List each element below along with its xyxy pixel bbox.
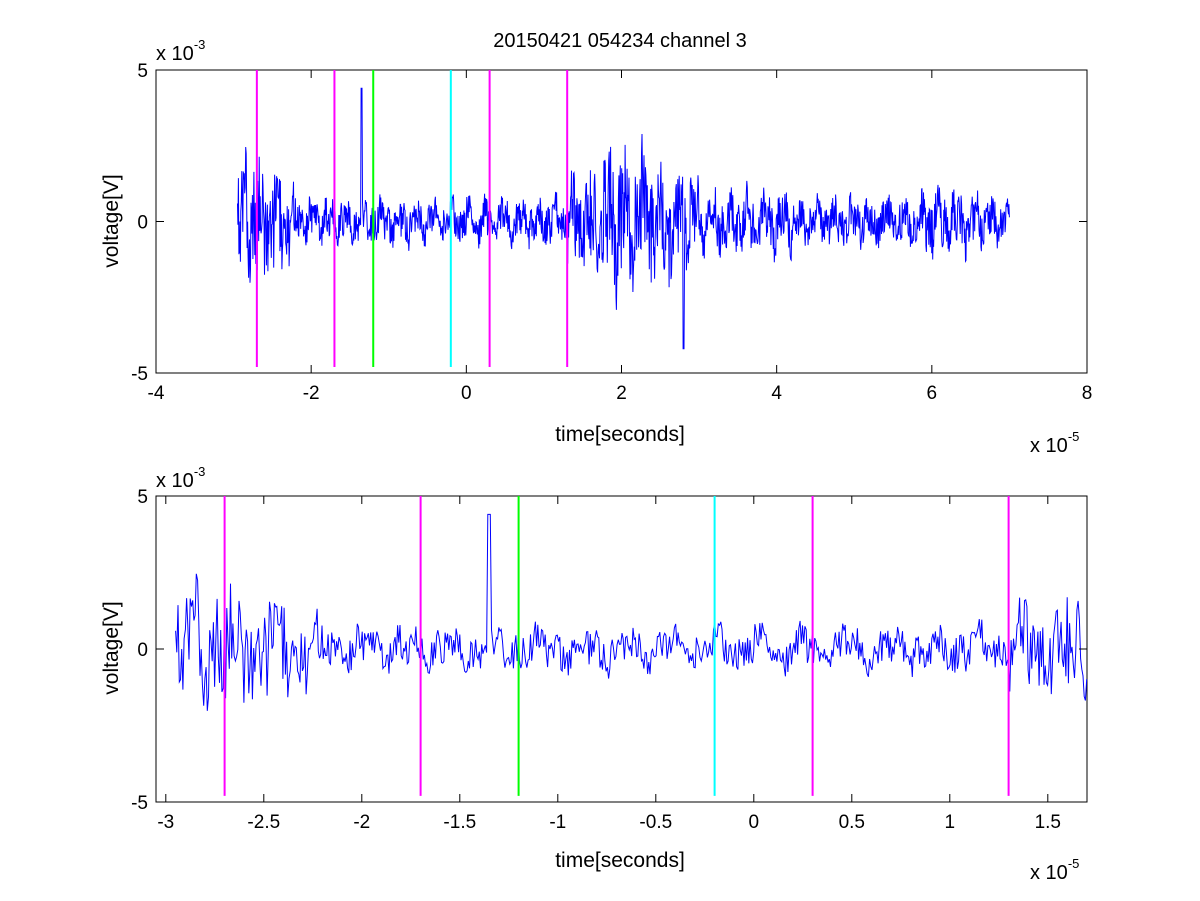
top-plot-xtick-label: -4 [148,383,165,404]
bottom-plot-xlabel: time[seconds] [555,849,685,872]
top-plot-x-multiplier: x 10-5 [1030,429,1079,457]
top-plot-y-multiplier-exponent: -3 [194,37,206,52]
top-plot-signal-line [237,87,1010,350]
bottom-plot-y-multiplier-exponent: -3 [194,464,206,479]
top-plot-x-multiplier-base: x 10 [1030,435,1068,457]
top-plot-ylabel: voltage[V] [100,174,123,267]
top-plot-xlabel: time[seconds] [555,423,685,446]
top-plot-ytick-label: 5 [137,61,148,82]
top-plot-ytick-label: 0 [137,213,148,234]
top-plot-markers-group [255,70,569,367]
top-plot-y-multiplier: x 10-3 [156,37,205,65]
top-plot-xtick-label: 0 [461,383,472,404]
bottom-plot-xtick-label: -3 [157,812,174,833]
top-plot-xtick-label: 2 [616,383,627,404]
bottom-plot-x-multiplier: x 10-5 [1030,856,1079,884]
bottom-plot-signal-line [175,513,1088,711]
bottom-plot-signal-group [175,513,1088,711]
top-plot-ytick-label: -5 [131,364,148,385]
bottom-plot-ylabel: voltage[V] [100,601,123,694]
top-plot-xtick-label: -2 [303,383,320,404]
bottom-plot-y-multiplier: x 10-3 [156,464,205,492]
bottom-plot-xtick-label: -1.5 [443,812,476,833]
top-plot-signal-group [237,87,1010,350]
bottom-plot-x-multiplier-base: x 10 [1030,862,1068,884]
top-plot-xtick-label: 6 [927,383,938,404]
bottom-plot-xtick-label: 1 [945,812,956,833]
bottom-plot-ytick-label: 5 [137,487,148,508]
bottom-plot-xtick-label: -0.5 [639,812,672,833]
bottom-plot-xtick-label: -1 [549,812,566,833]
bottom-plot-xtick-label: 1.5 [1035,812,1061,833]
bottom-plot: -3 -2.5 -2 -1.5 -1 -0.5 0 0.5 1 1.5 -5 0 5 time[seco… [100,464,1088,884]
bottom-plot-xtick-label: 0.5 [839,812,865,833]
bottom-plot-xtick-label: 0 [749,812,760,833]
bottom-plot-xtick-label: -2.5 [247,812,280,833]
bottom-plot-xtick-label: -2 [353,812,370,833]
bottom-plot-y-multiplier-base: x 10 [156,470,194,492]
top-plot: -4 -2 0 2 4 6 8 -5 0 5 time[seconds] voltage[V] x… [100,37,1092,457]
top-plot-ticks-group: -4 -2 0 2 4 6 8 -5 0 5 [131,61,1092,404]
top-plot-xtick-label: 8 [1082,383,1093,404]
top-plot-y-multiplier-base: x 10 [156,43,194,65]
figure-title: 20150421 054234 channel 3 [493,30,747,52]
top-plot-xtick-label: 4 [771,383,782,404]
bottom-plot-x-multiplier-exponent: -5 [1068,856,1080,871]
bottom-plot-ytick-label: 0 [137,640,148,661]
bottom-plot-ytick-label: -5 [131,793,148,814]
top-plot-x-multiplier-exponent: -5 [1068,429,1080,444]
bottom-plot-area [155,495,1088,803]
bottom-plot-ticks-group: -3 -2.5 -2 -1.5 -1 -0.5 0 0.5 1 1.5 -5 0 5 [131,487,1087,833]
bottom-plot-markers-group [223,496,1010,796]
